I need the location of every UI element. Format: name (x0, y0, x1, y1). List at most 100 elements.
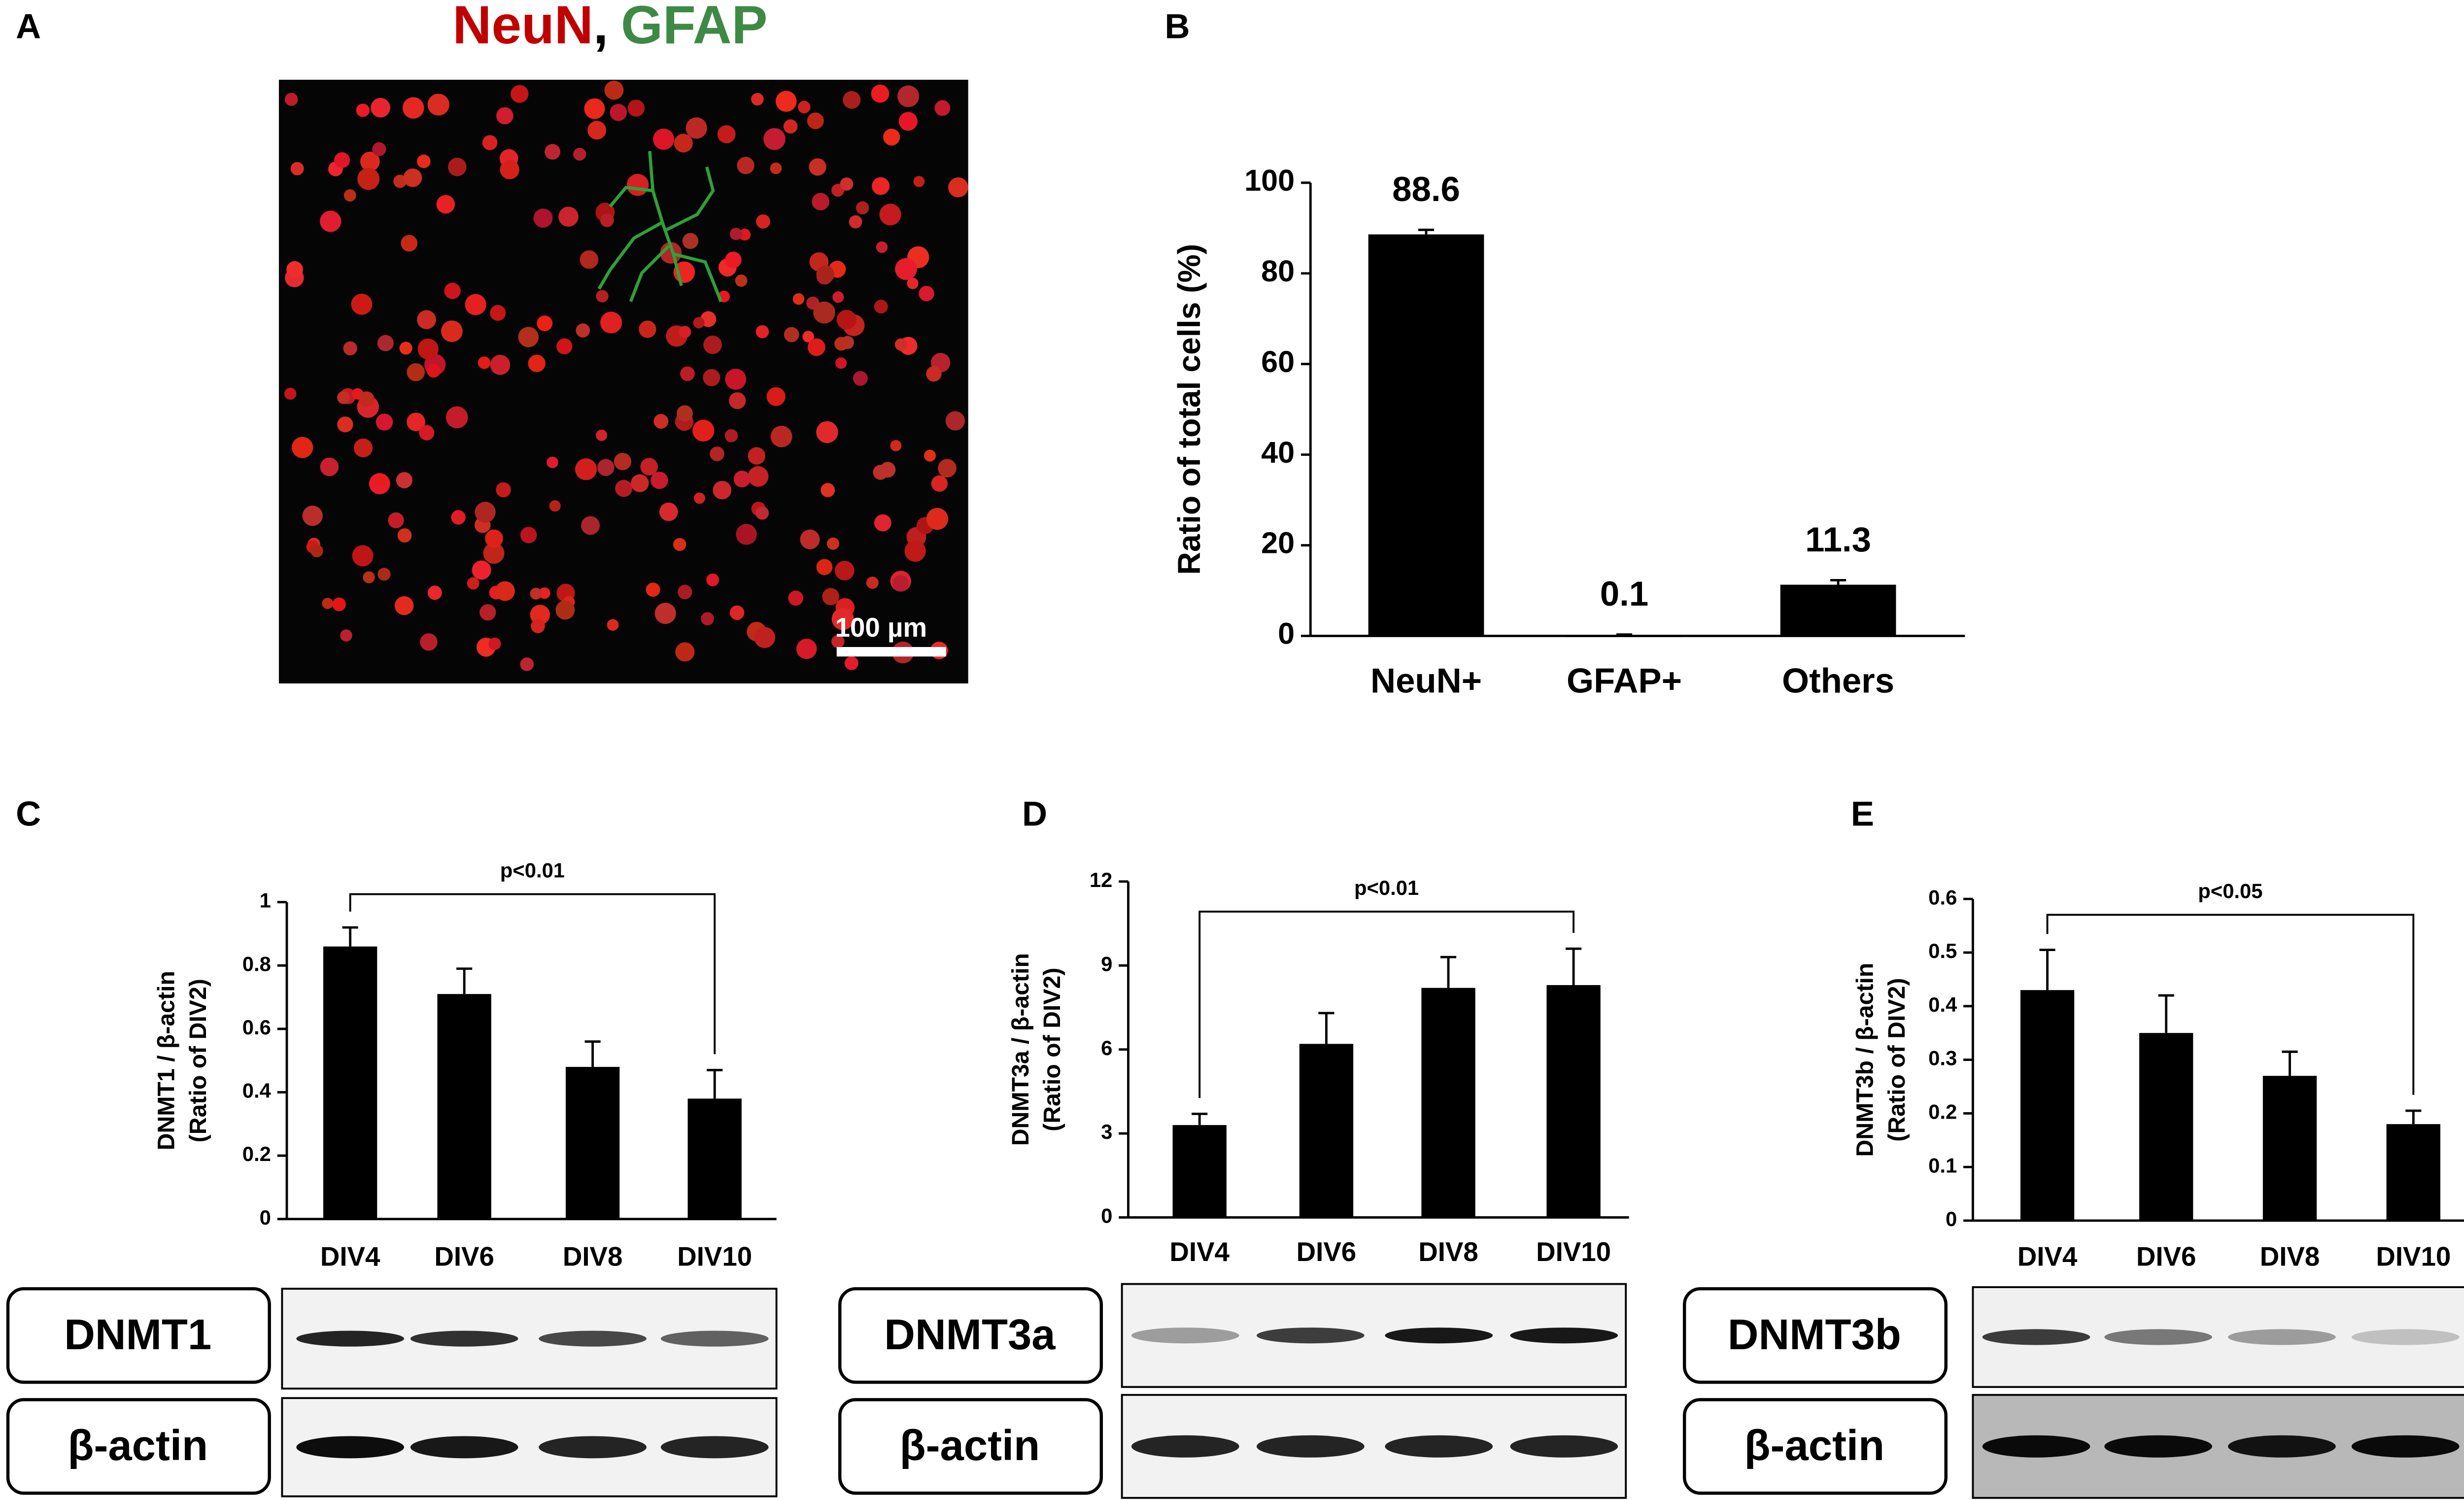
x-tick-label: DIV4 (320, 1242, 380, 1272)
cell (337, 416, 353, 433)
cell (813, 301, 835, 324)
cell (680, 366, 695, 381)
y-axis-label: DNMT3a / β-actin (1007, 953, 1034, 1146)
cell (490, 305, 506, 321)
x-tick-label: DIV6 (1297, 1237, 1357, 1267)
cell (784, 327, 799, 342)
cell (934, 100, 951, 116)
bar (2262, 1076, 2317, 1221)
y-tick-label: 60 (1261, 345, 1295, 378)
blot-label-box (1682, 1287, 1948, 1384)
cell (363, 571, 375, 583)
blot-label: β-actin (900, 1422, 1040, 1469)
blot-band (1510, 1435, 1618, 1458)
title-gfap: GFAP (621, 0, 768, 55)
cell (755, 325, 769, 339)
blot-label: DNMT1 (64, 1311, 211, 1359)
cell (332, 597, 346, 612)
cell (483, 543, 505, 564)
cell (866, 577, 879, 589)
cell (537, 315, 553, 332)
cell (545, 144, 561, 160)
cell (826, 537, 839, 550)
cell (678, 584, 692, 600)
cell (337, 391, 350, 404)
blot-label: DNMT3a (884, 1311, 1056, 1359)
cell (809, 158, 826, 176)
y-tick-label: 0 (1946, 1207, 1957, 1230)
data-label: 0.1 (1600, 574, 1648, 613)
error-bar (456, 967, 473, 994)
cell (581, 516, 600, 535)
cell (547, 456, 558, 469)
cell (584, 98, 605, 119)
cell (880, 462, 896, 478)
cell (377, 568, 391, 581)
cell (924, 449, 936, 462)
cell (500, 160, 519, 179)
bar (1546, 985, 1601, 1218)
astrocyte (597, 151, 723, 303)
bar (565, 1067, 620, 1219)
blot-band (1982, 1329, 2090, 1345)
cell (402, 97, 424, 119)
error-bar (1565, 947, 1582, 986)
cell (802, 331, 814, 342)
y-tick-label: 0.2 (242, 1142, 271, 1165)
y-tick-label: 0.1 (1928, 1154, 1957, 1177)
cell (531, 619, 545, 633)
cell (573, 147, 586, 161)
cell (883, 129, 900, 146)
cell (725, 251, 742, 269)
cell (580, 250, 599, 269)
cell (843, 91, 861, 109)
cell (417, 339, 439, 360)
y-axis-label: (Ratio of DIV2) (1039, 968, 1065, 1131)
cell (796, 639, 817, 659)
cell (836, 309, 856, 330)
cell (735, 274, 748, 287)
cell (703, 336, 722, 354)
cell (427, 364, 441, 378)
cell (420, 633, 438, 651)
cell (717, 125, 736, 143)
cell (737, 157, 754, 174)
cell (441, 320, 463, 342)
cell (834, 561, 855, 580)
panel-label: D (1022, 794, 1047, 833)
cell (446, 406, 468, 429)
cell (685, 117, 707, 139)
cell (766, 387, 786, 406)
cell (520, 527, 537, 544)
cell (310, 545, 323, 557)
blot-band (2351, 1329, 2460, 1345)
panel-label: C (16, 794, 41, 833)
cell (733, 471, 751, 487)
cell (674, 134, 693, 153)
blot-band (1982, 1435, 2090, 1458)
blot-band (2351, 1435, 2460, 1458)
blot-band (2104, 1435, 2212, 1458)
cell (874, 514, 891, 532)
blot-band (2228, 1329, 2336, 1345)
panel-label: B (1164, 7, 1190, 46)
cell (631, 474, 649, 492)
x-tick-label: DIV4 (1169, 1237, 1230, 1267)
y-tick-label: 0 (1101, 1204, 1112, 1227)
data-label: 88.6 (1392, 170, 1460, 208)
cell (597, 459, 615, 476)
cell (907, 277, 919, 289)
cell (832, 291, 844, 303)
cell (320, 210, 342, 232)
cell (417, 310, 436, 330)
blot-band (1510, 1328, 1618, 1344)
cell (427, 585, 442, 600)
error-bar (584, 1040, 601, 1067)
process (609, 186, 653, 208)
cell (898, 112, 918, 131)
cell (693, 492, 705, 504)
x-tick-label: DIV8 (1418, 1237, 1478, 1267)
cell (596, 290, 609, 303)
cell (775, 91, 797, 112)
